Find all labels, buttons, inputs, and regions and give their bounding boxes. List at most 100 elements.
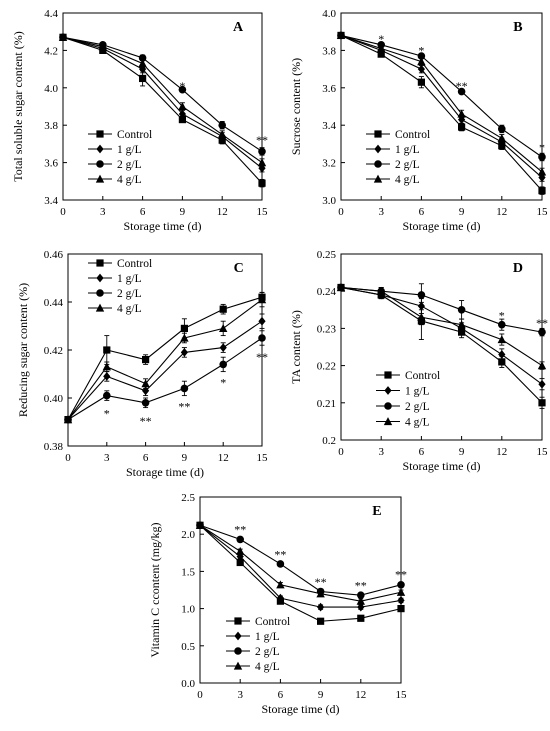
y-tick-label: 2.5 xyxy=(181,492,195,504)
data-point xyxy=(195,520,205,529)
x-tick-label: 12 xyxy=(217,206,228,218)
y-axis-title: Vitamin C ccontent (mg/kg) xyxy=(148,523,162,658)
y-tick-label: 4.2 xyxy=(44,45,58,57)
legend: Control 1 g/L 2 g/L 4 g/L xyxy=(226,616,290,673)
data-point xyxy=(258,179,266,187)
data-point xyxy=(417,57,426,66)
legend-label: 4 g/L xyxy=(117,174,142,186)
legend-marker xyxy=(373,174,383,183)
significance-mark: * xyxy=(104,407,110,421)
data-point xyxy=(141,399,150,407)
x-axis-title: Storage time (d) xyxy=(126,465,204,479)
y-axis-title: Total soluble sugar content (%) xyxy=(11,31,25,181)
series-4-g-l xyxy=(58,32,267,167)
data-point xyxy=(276,560,285,568)
legend-marker xyxy=(95,303,105,312)
data-point xyxy=(457,109,466,118)
legend-label: Control xyxy=(395,129,430,141)
legend-label: Control xyxy=(117,258,152,270)
y-tick-label: 0.44 xyxy=(44,297,64,309)
data-point xyxy=(457,87,466,96)
legend-marker xyxy=(384,371,392,379)
series-1-g-l xyxy=(337,283,546,391)
panel-label: D xyxy=(513,261,523,276)
x-tick-label: 15 xyxy=(396,689,408,701)
y-tick-label: 1.0 xyxy=(181,604,195,616)
data-point xyxy=(103,372,111,381)
data-point xyxy=(138,59,147,68)
y-tick-label: 4.0 xyxy=(44,83,58,95)
x-tick-label: 0 xyxy=(338,446,344,458)
data-point xyxy=(397,580,405,589)
legend-label: 1 g/L xyxy=(117,144,142,156)
x-tick-label: 3 xyxy=(237,689,243,701)
x-tick-label: 0 xyxy=(65,452,71,464)
data-point xyxy=(357,614,365,622)
y-axis-title: Sucrose content (%) xyxy=(289,58,303,155)
data-point xyxy=(178,85,187,94)
data-point xyxy=(538,187,546,195)
x-tick-label: 9 xyxy=(459,446,465,458)
data-point xyxy=(498,125,506,133)
data-point xyxy=(98,42,107,51)
data-point xyxy=(218,130,227,139)
legend-label: 2 g/L xyxy=(117,159,142,171)
series-control xyxy=(337,31,546,195)
data-point xyxy=(219,360,227,369)
significance-mark: ** xyxy=(256,350,268,364)
x-tick-label: 12 xyxy=(496,446,507,458)
data-point xyxy=(397,605,405,613)
data-point xyxy=(180,324,188,332)
series-2-g-l xyxy=(337,31,546,162)
x-tick-label: 9 xyxy=(459,206,465,218)
x-tick-label: 12 xyxy=(355,689,366,701)
y-tick-label: 3.6 xyxy=(322,83,336,95)
series-4-g-l xyxy=(63,291,267,424)
series-line xyxy=(340,286,543,385)
legend-marker xyxy=(96,144,104,154)
data-point xyxy=(257,158,267,167)
data-point xyxy=(458,123,466,131)
data-point xyxy=(417,312,426,321)
legend: Control 1 g/L 2 g/L 4 g/L xyxy=(88,258,152,315)
significance-mark: ** xyxy=(256,133,268,147)
data-point xyxy=(219,343,227,352)
legend-marker xyxy=(374,160,382,168)
chart-panel-d: 0 3 6 9 12 15 0.2 0.21 0.22 0.23 0.24 0.25 Storage t… xyxy=(289,249,548,473)
data-point xyxy=(103,346,111,354)
significance-mark: ** xyxy=(456,79,468,93)
legend-marker xyxy=(96,130,104,138)
x-tick-label: 6 xyxy=(140,206,146,218)
significance-mark: ** xyxy=(395,567,407,581)
data-point xyxy=(377,286,386,295)
data-point xyxy=(356,596,365,605)
legend-marker xyxy=(95,174,105,183)
x-tick-label: 9 xyxy=(182,452,188,464)
data-point xyxy=(336,283,346,292)
data-point xyxy=(141,379,150,388)
legend-marker xyxy=(96,273,104,283)
plot-frame xyxy=(67,253,263,447)
data-point xyxy=(417,78,425,86)
series-1-g-l xyxy=(64,313,266,424)
data-point xyxy=(257,295,267,304)
significance-mark: * xyxy=(539,141,545,155)
y-tick-label: 4.4 xyxy=(44,8,58,20)
legend-marker xyxy=(233,661,243,670)
legend-marker xyxy=(384,386,392,395)
significance-mark: ** xyxy=(178,399,190,413)
y-tick-label: 0.22 xyxy=(317,361,336,373)
data-point xyxy=(457,306,466,314)
series-line xyxy=(340,34,543,173)
plot-frame xyxy=(340,253,543,441)
data-point xyxy=(180,384,189,393)
x-tick-label: 0 xyxy=(60,206,66,218)
y-tick-label: 2.0 xyxy=(181,529,195,541)
series-line xyxy=(62,36,263,169)
x-tick-label: 15 xyxy=(537,446,549,458)
x-tick-label: 9 xyxy=(318,689,324,701)
y-tick-label: 4.0 xyxy=(322,8,336,20)
data-point xyxy=(276,580,285,589)
x-axis-title: Storage time (d) xyxy=(403,459,481,473)
legend-marker xyxy=(234,617,242,625)
